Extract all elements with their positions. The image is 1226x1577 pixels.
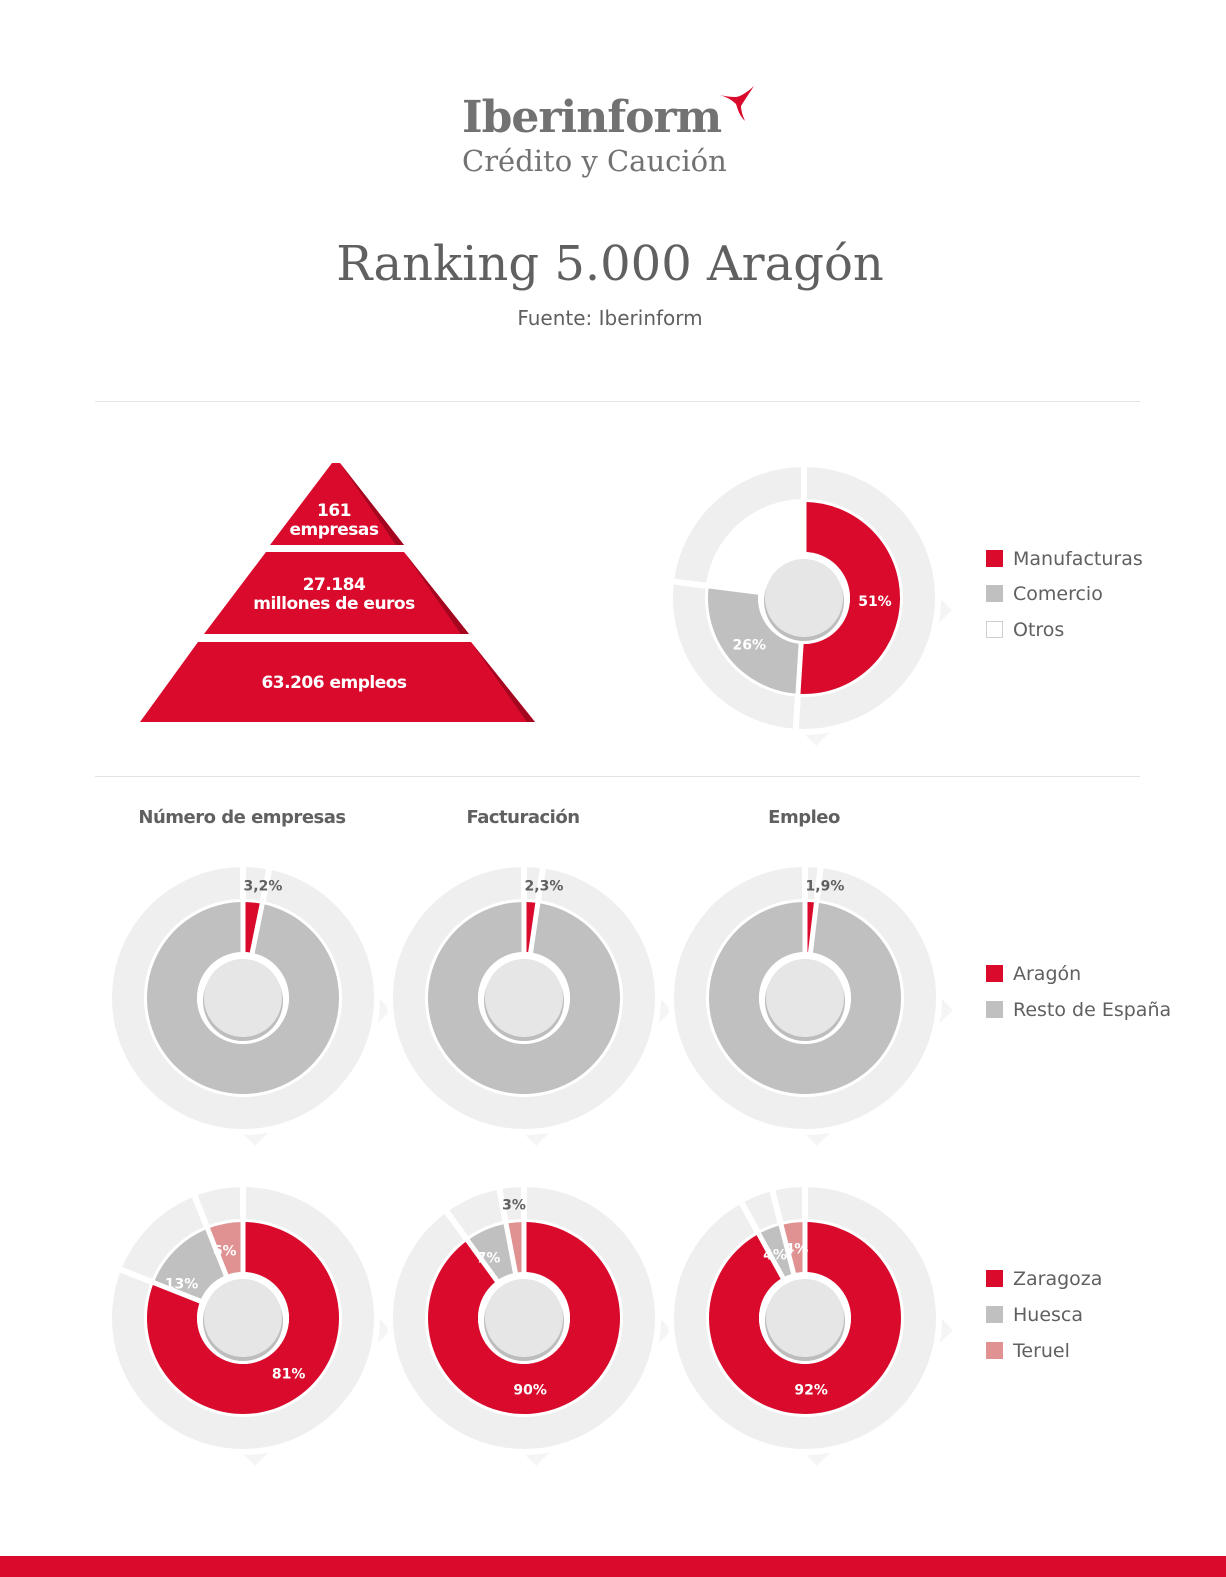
legend-swatch (986, 1306, 1003, 1323)
donut-label: 4% (784, 1242, 808, 1258)
donut-separator (440, 1204, 502, 1286)
donut-label: 2,3% (525, 879, 564, 895)
donut-separator (248, 862, 274, 958)
donut-chart-sectores: 51% 26% (666, 460, 952, 746)
legend-label: Huesca (1013, 1304, 1084, 1326)
donut-label: 51% (858, 594, 892, 610)
donut-slice-teruel (781, 1222, 805, 1274)
column-title-empleo: Empleo (768, 807, 840, 828)
pyramid-tier-bottom (140, 642, 535, 722)
donut-slice-resto-de-españa (428, 902, 620, 1094)
donut-slice-teruel (207, 1222, 243, 1276)
donut-chart-facturacion-provincias: 90% 7% 3% (387, 1180, 672, 1466)
donut-hole (766, 959, 844, 1037)
footer-bar (0, 1556, 1226, 1577)
column-title-empresas: Número de empresas (138, 807, 346, 828)
donut-label: 1,9% (806, 879, 845, 895)
donut-label: 3,2% (244, 879, 283, 895)
pyramid-graphic (140, 463, 535, 722)
page-subtitle: Fuente: Iberinform (517, 306, 703, 330)
pyramid-tier-2-text: 27.184 millones de euros (184, 576, 484, 614)
donut-slice-resto-de-españa (147, 902, 340, 1094)
pyramid-tier-1-value: 161 (317, 501, 352, 521)
pyramid-tier-2-value: 27.184 (302, 575, 366, 595)
donut-separator (792, 639, 804, 736)
donut-label: 81% (272, 1366, 306, 1382)
donut-hole (485, 1279, 563, 1357)
legend-swatch (986, 1270, 1003, 1287)
donut-separator (736, 1195, 787, 1283)
pyramid-tier-1-label: empresas (289, 520, 379, 540)
legend-label: Comercio (1013, 583, 1103, 605)
logo-wordmark: Iberinform (462, 92, 722, 143)
pyramid-tier-2-label: millones de euros (253, 594, 415, 614)
legend-label: Resto de España (1013, 999, 1172, 1021)
donut-chart-empleo-provincias: 92% 4%4% (668, 1180, 953, 1466)
donut-slice-zaragoza (147, 1222, 340, 1414)
donut-slice-zaragoza (709, 1222, 901, 1414)
pyramid-tier-3-text: 63.206 empleos (184, 674, 484, 693)
donut-hole (766, 1279, 844, 1357)
donut-label: 90% (513, 1383, 547, 1399)
legend-swatch (986, 585, 1003, 602)
donut-chart-facturacion-espana: 2,3% (387, 860, 672, 1146)
donut-hole (204, 959, 282, 1037)
legend-swatch (986, 965, 1003, 982)
donut-separator (495, 1181, 519, 1278)
donut-hole (765, 559, 843, 637)
donut-separator (527, 861, 547, 957)
donut-slice-huesca (758, 1225, 794, 1278)
pyramid-tier-top (270, 463, 404, 545)
legend-swatch (986, 1342, 1003, 1359)
donut-label: 92% (794, 1383, 828, 1399)
donut-chart-empleo-espana: 1,9% (668, 860, 953, 1146)
divider-middle (95, 776, 1140, 777)
donut-slice-zaragoza (428, 1222, 620, 1414)
legend-label: Otros (1013, 619, 1065, 641)
donut-label: 3% (502, 1197, 526, 1213)
donut-slice-manufacturas (797, 502, 900, 694)
donut-separator (113, 1264, 205, 1305)
legend-swatch (986, 621, 1003, 638)
pyramid-tier-3-value: 63.206 empleos (261, 673, 407, 693)
divider-top (95, 401, 1140, 402)
donut-slice-aragón (243, 902, 263, 953)
column-title-facturacion: Facturación (466, 807, 580, 828)
donut-separator (666, 578, 763, 596)
donut-label: 6% (213, 1243, 237, 1259)
donut-label: 26% (733, 637, 767, 653)
donut-chart-empresas-espana: 3,2% (106, 860, 391, 1146)
legend-label: Teruel (1013, 1340, 1070, 1362)
donut-separator (189, 1188, 230, 1280)
donut-chart-empresas-provincias: 81% 13% 6% (106, 1180, 391, 1466)
donut-label: 4% (763, 1248, 787, 1264)
donut-slice-huesca (467, 1223, 516, 1281)
legend-label: Aragón (1013, 963, 1082, 985)
legend-label: Zaragoza (1013, 1268, 1103, 1290)
donut-slice-huesca (153, 1228, 227, 1302)
logo-tagline: Crédito y Caución (462, 144, 727, 178)
donut-label: 7% (477, 1251, 501, 1267)
logo-mark-icon (720, 86, 754, 121)
pyramid-tier-1-text: 161 empresas (184, 502, 484, 540)
legend-label: Manufacturas (1013, 548, 1143, 570)
donut-slice-comercio (708, 585, 802, 694)
legend-swatch (986, 1001, 1003, 1018)
donut-hole (204, 1279, 282, 1357)
legend-swatch (986, 550, 1003, 567)
pyramid-tier-middle (204, 552, 469, 634)
donut-hole (485, 959, 563, 1037)
donut-slice-resto-de-españa (709, 902, 901, 1094)
page-title: Ranking 5.000 Aragón (336, 236, 884, 292)
donut-label: 13% (165, 1277, 199, 1293)
donut-separator (768, 1183, 797, 1278)
donut-separator (807, 860, 824, 957)
